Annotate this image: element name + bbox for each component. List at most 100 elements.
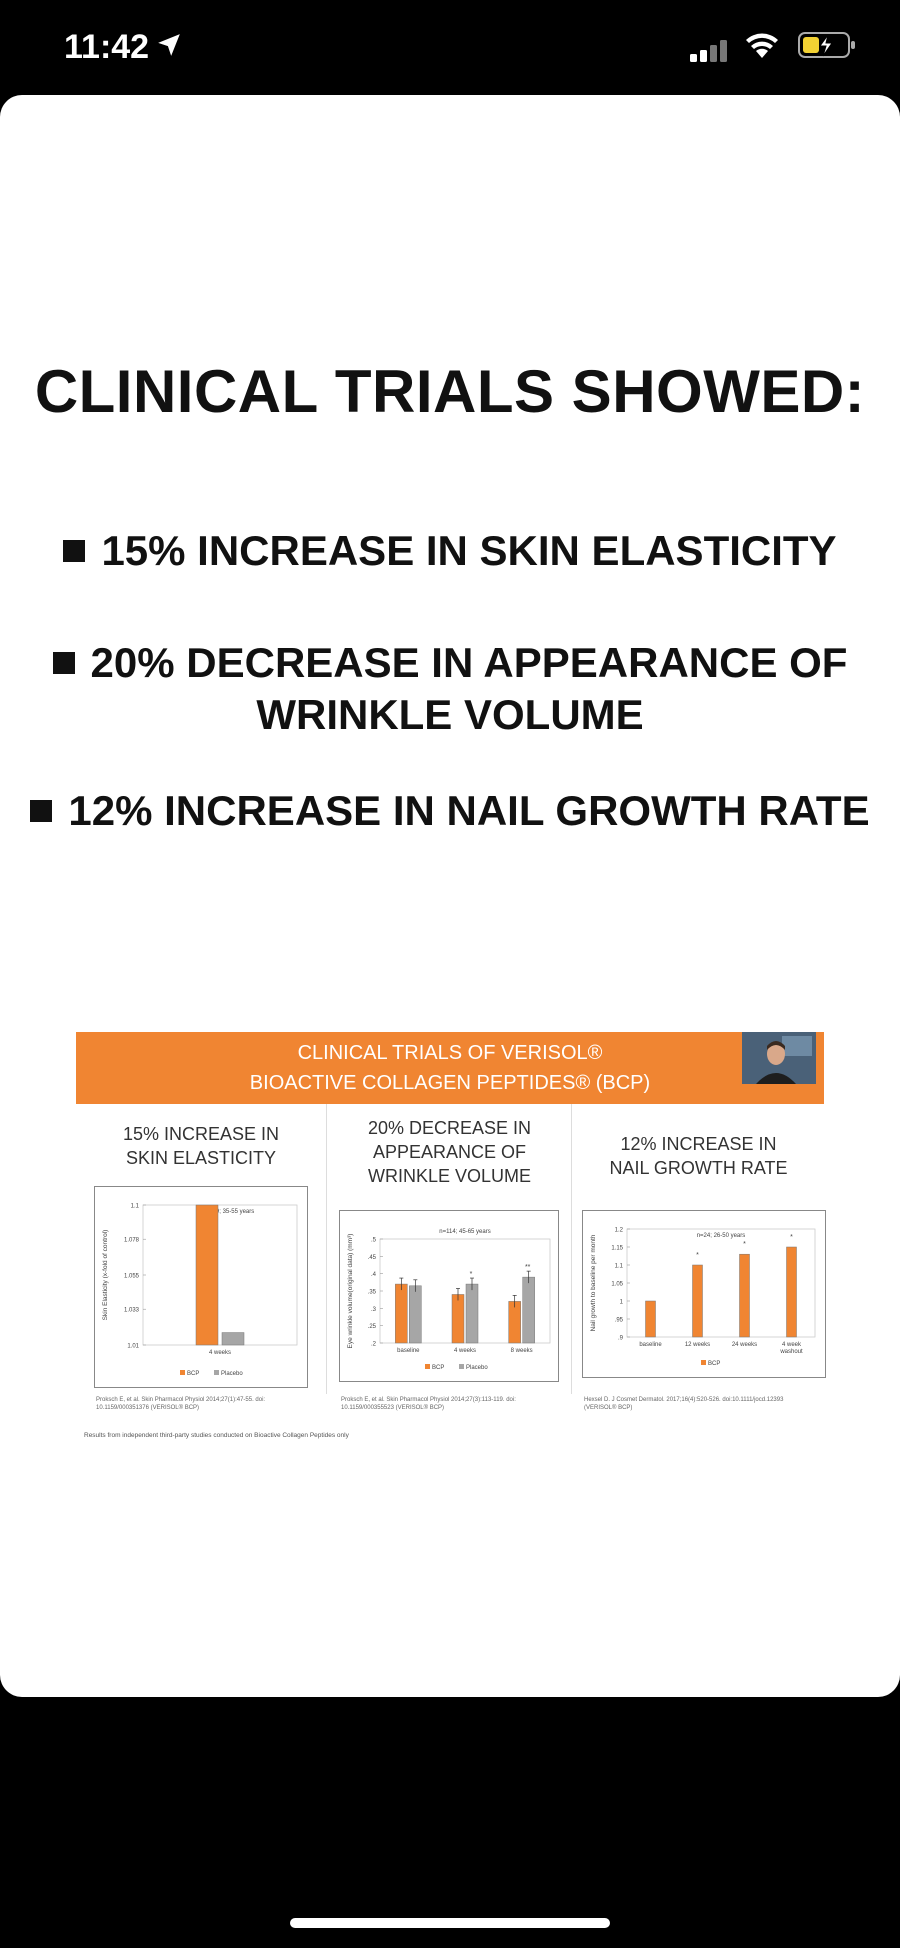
chart-annotation: n=24; 26-50 years [697,1233,746,1239]
x-tick-label: 24 weeks [732,1342,757,1348]
citation-line2: 10.1159/000355523 (VERISOL® BCP) [341,1405,445,1411]
bar-bcp [645,1300,656,1338]
y-tick-label: 1.2 [615,1228,624,1234]
citation: Proksch E, et al. Skin Pharmacol Physiol… [96,1396,265,1412]
bar-bcp [786,1246,797,1338]
embedded-slide-image: CLINICAL TRIALS OF VERISOL® BIOACTIVE CO… [76,1032,826,1462]
bar-bcp [451,1294,465,1344]
bullet-square-icon [52,651,75,674]
y-tick-label: .9 [618,1336,624,1342]
legend-swatch-placebo [214,1370,219,1375]
y-axis-label: Nail growth to baseline per month [590,1234,597,1331]
legend-swatch-bcp [425,1364,430,1369]
bullet-square-icon [63,539,86,562]
y-axis-label: Skin Elasticity (x-fold of control) [102,1230,109,1321]
y-tick-label: 1.1 [131,1204,140,1210]
y-tick-label: .3 [371,1307,377,1313]
x-tick-label: 4 weeks [209,1350,231,1356]
slide-card: CLINICAL TRIALS SHOWED: 15% INCREASE IN … [0,95,900,1697]
citation-line1: Hexsel D. J Cosmet Dermatol. 2017;16(4):… [584,1397,784,1403]
bar-bcp [508,1301,521,1344]
y-tick-label: 1.15 [611,1246,623,1252]
panel-wrinkle-volume: 20% DECREASE IN APPEARANCE OF WRINKLE VO… [326,1104,572,1411]
bullet-wrinkle-volume: 20% DECREASE IN APPEARANCE OF WRINKLE VO… [0,637,900,741]
banner-title-line1: CLINICAL TRIALS OF VERISOL® [297,1042,603,1064]
y-tick-label: 1.078 [124,1238,140,1244]
bullet-skin-elasticity: 15% INCREASE IN SKIN ELASTICITY [0,525,900,577]
y-tick-label: .35 [368,1290,377,1296]
citation-line2: 10.1159/000351376 (VERISOL® BCP) [96,1405,200,1411]
chart-annotation: n=114; 45-65 years [439,1229,490,1235]
bullet-text: 20% DECREASE IN APPEARANCE OF [90,639,848,686]
chart-nail-growth: 1.2 1.15 1.1 1.05 1 .95 .9 Nail growth to basel… [582,1210,826,1378]
chart-annotation: n=69; 35-55 years [206,1209,255,1215]
y-tick-label: 1 [620,1300,624,1306]
panel-title-line1: 20% DECREASE IN [367,1118,532,1138]
panel-title: 12% INCREASE IN NAIL GROWTH RATE [572,1132,825,1180]
bar-bcp [739,1253,750,1338]
slide-footnote: Results from independent third-party stu… [84,1432,349,1439]
bar-bcp [395,1283,408,1344]
bullet-nail-growth: 12% INCREASE IN NAIL GROWTH RATE [0,785,900,837]
y-tick-label: 1.1 [615,1264,624,1270]
battery-charging-icon [798,32,855,58]
citation: Proksch E, et al. Skin Pharmacol Physiol… [341,1396,516,1412]
citation: Hexsel D. J Cosmet Dermatol. 2017;16(4):… [584,1396,783,1412]
legend-label: Placebo [466,1365,488,1371]
panel-title: 15% INCREASE IN SKIN ELASTICITY [76,1122,326,1170]
panel-title-line2: NAIL GROWTH RATE [609,1158,788,1178]
slide-banner: CLINICAL TRIALS OF VERISOL® BIOACTIVE CO… [76,1032,824,1104]
bullet-text: 15% INCREASE IN SKIN ELASTICITY [101,527,837,574]
citation-line1: Proksch E, et al. Skin Pharmacol Physiol… [96,1397,266,1403]
y-tick-label: 1.055 [124,1274,140,1280]
y-tick-label: .5 [371,1238,377,1244]
bar-placebo [465,1283,479,1344]
home-indicator[interactable] [290,1918,610,1928]
x-tick-label: washout [779,1349,803,1355]
bar-placebo [221,1332,245,1346]
legend-swatch-placebo [459,1364,464,1369]
significance-marker: * [470,1271,473,1278]
bullet-text: 12% INCREASE IN NAIL GROWTH RATE [68,787,870,834]
bar-bcp [692,1264,703,1338]
bar-bcp [195,1204,219,1346]
panel-title: 20% DECREASE IN APPEARANCE OF WRINKLE VO… [327,1116,572,1188]
significance-marker: * [790,1234,793,1241]
bar-placebo [522,1276,535,1344]
panel-title-line2: APPEARANCE OF [372,1142,527,1162]
legend-label: BCP [432,1365,444,1371]
significance-marker: * [696,1252,699,1259]
significance-marker: ** [525,1264,531,1271]
y-tick-label: .45 [368,1255,377,1261]
y-tick-label: .25 [368,1324,377,1330]
y-tick-label: 1.05 [611,1282,623,1288]
citation-line1: Proksch E, et al. Skin Pharmacol Physiol… [341,1397,516,1403]
panel-title-line1: 12% INCREASE IN [620,1134,777,1154]
page-title: CLINICAL TRIALS SHOWED: [34,358,866,425]
banner-title-line2: BIOACTIVE COLLAGEN PEPTIDES® (BCP) [249,1072,651,1094]
x-tick-label: 8 weeks [511,1348,533,1354]
citation-line2: (VERISOL® BCP) [584,1405,633,1411]
location-arrow-icon [158,34,180,56]
panel-nail-growth: 12% INCREASE IN NAIL GROWTH RATE 1.2 1.15… [571,1104,826,1411]
x-tick-label: 12 weeks [685,1342,710,1348]
y-tick-label: .2 [371,1342,377,1348]
bar-placebo [409,1285,422,1344]
y-tick-label: 1.033 [124,1308,140,1314]
plot-area [142,1204,298,1346]
x-tick-label: 4 weeks [454,1348,476,1354]
significance-marker: * [743,1241,746,1248]
bullet-text-continued: WRINKLE VOLUME [256,691,644,738]
bullet-square-icon [30,799,53,822]
legend-swatch-bcp [701,1360,706,1365]
clock: 11:42 [64,28,150,66]
cellular-signal-icon [690,40,727,62]
y-tick-label: 1.01 [127,1344,139,1350]
x-tick-label: baseline [639,1342,662,1348]
chart-skin-elasticity: 1.1 1.078 1.055 1.033 1.01 Skin Elasticity (x… [94,1186,308,1388]
panel-skin-elasticity: 15% INCREASE IN SKIN ELASTICITY 1.1 1.078… [76,1104,326,1411]
panel-title-line3: WRINKLE VOLUME [367,1166,532,1186]
wifi-icon [746,33,778,58]
x-tick-label: baseline [397,1348,420,1354]
legend-label: BCP [708,1361,720,1367]
